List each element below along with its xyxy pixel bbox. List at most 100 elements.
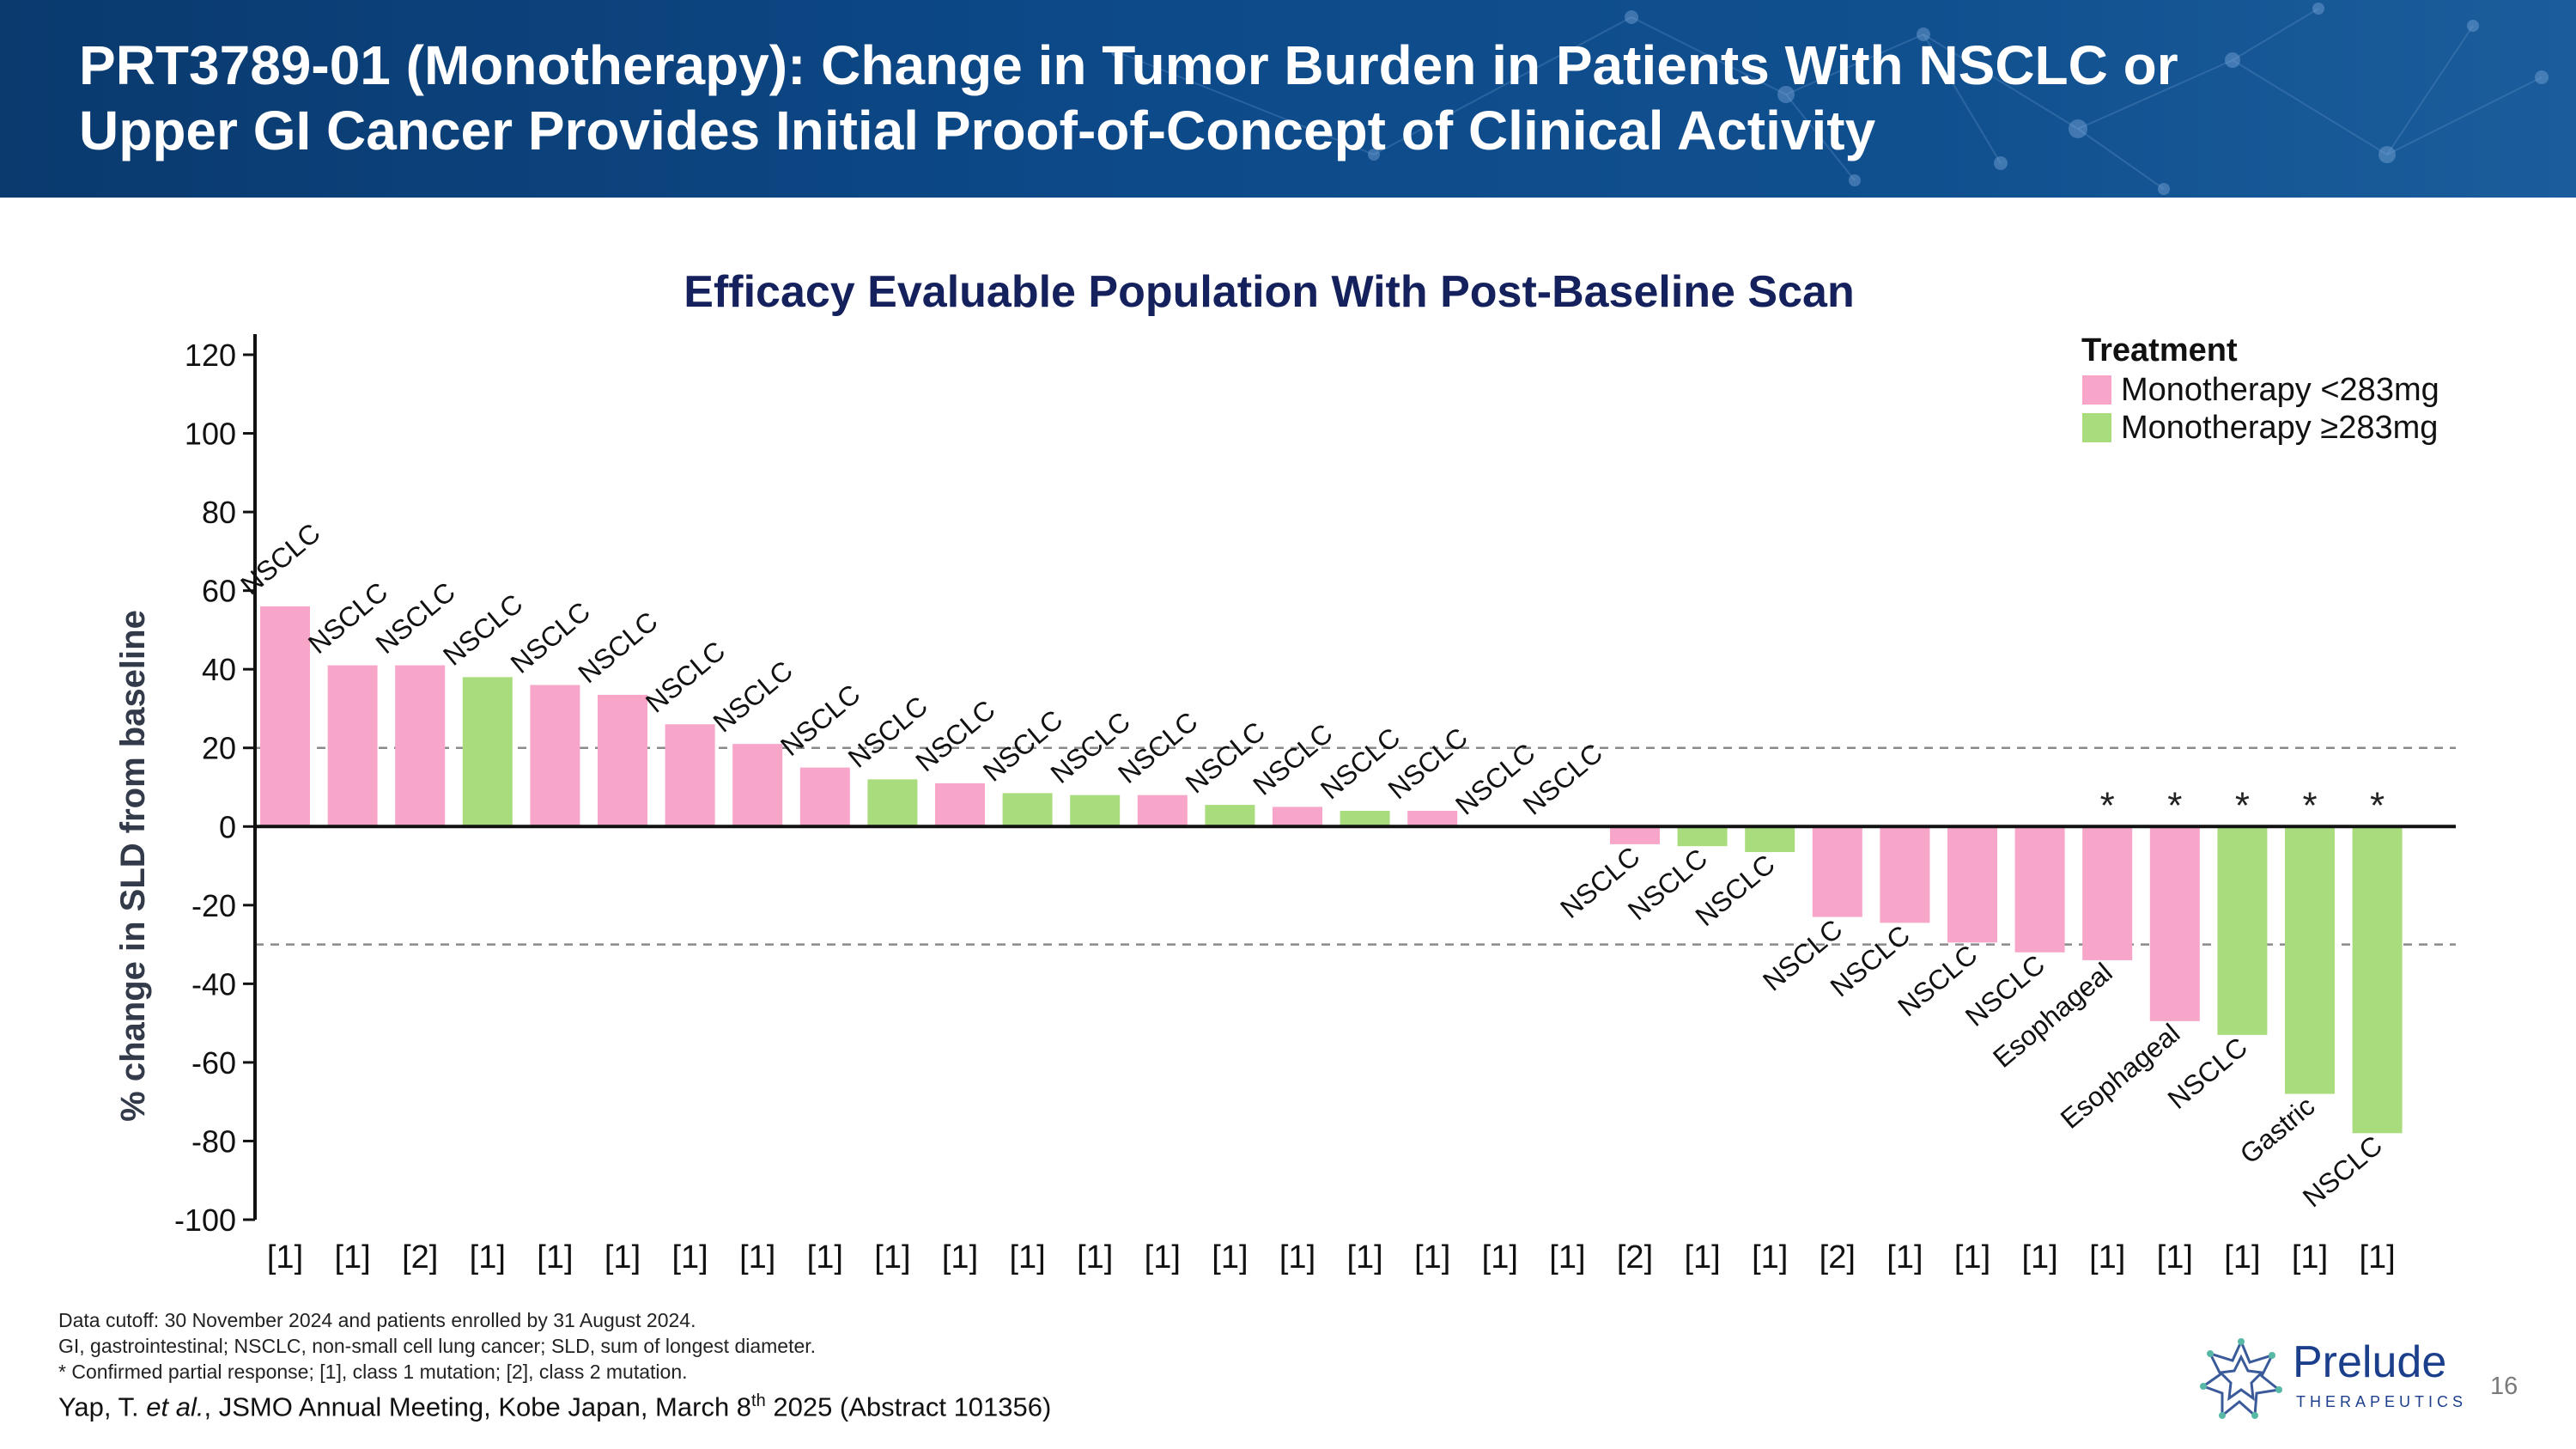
y-tick-label: -20 (191, 888, 236, 923)
y-tick-label: 120 (185, 338, 236, 373)
bar (1677, 826, 1728, 847)
prelude-star-icon (2200, 1338, 2282, 1419)
mutation-class-label: [1] (334, 1239, 370, 1275)
waterfall-chart: Efficacy Evaluable Population With Post-… (114, 267, 2456, 1275)
slide-title-line-1: PRT3789-01 (Monotherapy): Change in Tumo… (79, 34, 2178, 96)
bar (665, 724, 715, 827)
bar (2352, 826, 2403, 1134)
bar (1340, 810, 1390, 827)
chart-title: Efficacy Evaluable Population With Post-… (683, 267, 1854, 317)
tumor-type-label: NSCLC (708, 654, 799, 738)
mutation-class-label: [2] (1820, 1239, 1856, 1275)
legend-swatch-high-dose (2082, 413, 2111, 442)
footnote-abbreviations: GI, gastrointestinal; NSCLC, non-small c… (58, 1335, 817, 1357)
legend-label-low-dose: Monotherapy <283mg (2121, 372, 2439, 408)
legend: Treatment Monotherapy <283mg Monotherapy… (2081, 332, 2439, 446)
mutation-class-label: [1] (1482, 1239, 1518, 1275)
mutation-class-label: [1] (267, 1239, 303, 1275)
mutation-class-label: [1] (470, 1239, 506, 1275)
mutation-class-label: [1] (2359, 1239, 2395, 1275)
footnotes: Data cutoff: 30 November 2024 and patien… (58, 1307, 2033, 1385)
citation-author: Yap, T. (58, 1391, 147, 1422)
bar (1947, 826, 1997, 943)
y-tick-label: 20 (202, 731, 236, 766)
mutation-class-label: [1] (671, 1239, 708, 1275)
mutation-class-labels: [1] [1] [2] [1] [1] [1] [1] [1] [1] [1] [1] [1] [1] [… (267, 1239, 2396, 1275)
mutation-class-label: [1] (2224, 1239, 2260, 1275)
logo-subtitle: THERAPEUTICS (2296, 1393, 2468, 1410)
bar (867, 779, 918, 827)
legend-label-high-dose: Monotherapy ≥283mg (2121, 410, 2438, 446)
confirmed-pr-marker: * (2100, 784, 2115, 826)
tumor-type-labels: NSCLCNSCLCNSCLCNSCLCNSCLCNSCLCNSCLCNSCLC… (234, 517, 2388, 1213)
y-tick-label: 0 (219, 809, 236, 844)
prelude-logo: Prelude THERAPEUTICS (2198, 1333, 2463, 1428)
bar (1137, 795, 1188, 827)
bar (732, 744, 783, 827)
mutation-class-label: [1] (874, 1239, 910, 1275)
mutation-class-label: [1] (1414, 1239, 1450, 1275)
mutation-class-label: [1] (2157, 1239, 2193, 1275)
y-tick-label: 100 (185, 417, 236, 452)
reference-lines (255, 746, 2456, 946)
citation-meeting: , JSMO Annual Meeting, Kobe Japan, March… (204, 1391, 752, 1422)
mutation-class-label: [1] (739, 1239, 775, 1275)
footnote-legend-key: * Confirmed partial response; [1], class… (58, 1361, 688, 1383)
bar (2217, 826, 2268, 1035)
bar (2285, 826, 2335, 1094)
network-pattern-background (1111, 3, 2549, 195)
bar (1002, 793, 1053, 827)
mutation-class-label: [1] (1752, 1239, 1788, 1275)
mutation-class-label: [1] (2089, 1239, 2125, 1275)
y-axis-label: % change in SLD from baseline (114, 610, 152, 1122)
bar (1812, 826, 1862, 917)
confirmed-pr-markers: * * * * * (2100, 784, 2385, 826)
tumor-type-label: Esophageal (2055, 1018, 2186, 1135)
y-tick-label: -40 (191, 966, 236, 1002)
citation: Yap, T. et al., JSMO Annual Meeting, Kob… (58, 1391, 1051, 1422)
bar (2014, 826, 2065, 953)
bar (530, 685, 580, 827)
bar (327, 665, 378, 827)
mutation-class-label: [1] (1077, 1239, 1113, 1275)
mutation-class-label: [1] (942, 1239, 978, 1275)
mutation-class-label: [2] (1617, 1239, 1653, 1275)
bar (799, 767, 850, 827)
mutation-class-label: [1] (2021, 1239, 2057, 1275)
legend-swatch-low-dose (2082, 375, 2111, 405)
mutation-class-label: [1] (1886, 1239, 1923, 1275)
page-number: 16 (2490, 1373, 2518, 1400)
y-tick-label: 80 (202, 495, 236, 530)
logo-wordmark: Prelude (2293, 1337, 2447, 1387)
mutation-class-label: [1] (537, 1239, 573, 1275)
bar (1273, 807, 1322, 827)
mutation-class-label: [1] (605, 1239, 641, 1275)
bar (935, 782, 985, 827)
slide-title: PRT3789-01 (Monotherapy): Change in Tumo… (79, 33, 2483, 163)
bar (2149, 826, 2200, 1021)
citation-rest: 2025 (Abstract 101356) (765, 1391, 1052, 1422)
mutation-class-label: [1] (1684, 1239, 1720, 1275)
y-tick-label: 60 (202, 574, 236, 609)
title-banner: PRT3789-01 (Monotherapy): Change in Tumo… (0, 0, 2576, 198)
bar (260, 606, 310, 827)
bar (1745, 826, 1795, 853)
citation-etal: et al. (146, 1391, 204, 1422)
bar (1205, 805, 1255, 827)
bar (1880, 826, 1930, 923)
y-tick-label: -80 (191, 1123, 236, 1159)
mutation-class-label: [1] (1009, 1239, 1045, 1275)
tumor-type-label: NSCLC (234, 517, 325, 600)
citation-ordinal: th (751, 1391, 766, 1410)
mutation-class-label: [1] (1279, 1239, 1315, 1275)
mutation-class-label: [1] (1212, 1239, 1248, 1275)
bar (462, 677, 513, 827)
mutation-class-label: [1] (1346, 1239, 1382, 1275)
bar (598, 694, 647, 827)
tumor-type-label: NSCLC (2297, 1129, 2388, 1213)
tumor-type-label: Gastric (2234, 1090, 2321, 1170)
y-tick-label: -100 (174, 1202, 236, 1238)
y-axis: 120 100 80 60 40 20 0 -20 -40 -60 -80 -100 (174, 334, 2456, 1238)
bar (1610, 826, 1660, 844)
mutation-class-label: [1] (1145, 1239, 1181, 1275)
